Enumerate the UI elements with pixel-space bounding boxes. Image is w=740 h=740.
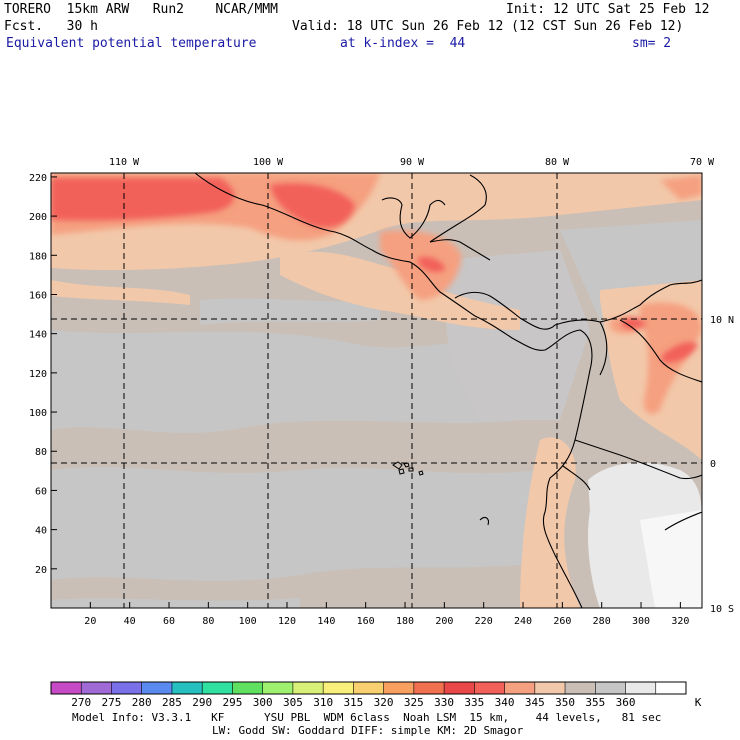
coastlines [194,173,702,608]
y-axis: 220 200 180 160 140 120 100 80 60 40 20 [29,173,57,576]
x-tick-label: 280 [593,616,611,627]
longitude-labels: 110 W 100 W 90 W 80 W 70 W [109,157,715,168]
colorbar-swatch [565,682,596,694]
colorbar-swatch [625,682,657,694]
x-tick-label: 140 [317,616,335,627]
field-name: Equivalent potential temperature [6,36,257,51]
y-tick-label: 40 [35,526,47,537]
longitude-label: 70 W [690,157,715,168]
colorbar-swatch [534,682,566,694]
level-info: at k-index = 44 [340,36,466,51]
colorbar-label: 305 [283,696,303,709]
forecast-hour: Fcst. 30 h [4,19,98,34]
colorbar-label: 330 [434,696,454,709]
colorbar-swatch [655,682,687,694]
colorbar-label: 355 [585,696,605,709]
colorbar-label: 345 [525,696,545,709]
colorbar-swatch [413,682,445,694]
latitude-label: 10 N [710,315,734,326]
x-tick-label: 60 [163,616,175,627]
x-tick-label: 120 [278,616,296,627]
y-tick-label: 220 [29,173,47,184]
y-tick-label: 160 [29,290,47,301]
x-tick-label: 260 [553,616,571,627]
x-tick-label: 40 [124,616,136,627]
colorbar-label: 315 [343,696,363,709]
colorbar-swatch [474,682,506,694]
x-axis: 20 40 60 80 100 120 140 160 180 200 220 240 260 280 30… [84,602,689,627]
y-tick-label: 180 [29,251,47,262]
longitude-label: 90 W [400,157,425,168]
x-tick-label: 100 [239,616,257,627]
x-tick-label: 180 [396,616,414,627]
graticule [51,173,702,608]
colorbar-swatch [504,682,536,694]
colorbar-swatch [323,682,354,694]
colorbar-label: 275 [102,696,122,709]
y-tick-label: 80 [35,447,47,458]
colorbar-label: 325 [404,696,424,709]
y-tick-label: 60 [35,486,47,497]
smoothing-info: sm= 2 [632,36,672,51]
x-tick-label: 20 [84,616,96,627]
colorbar-swatch [232,682,264,694]
colorbar-label: 350 [555,696,575,709]
colorbar-label: 310 [313,696,333,709]
physics-info: LW: Godd SW: Goddard DIFF: simple KM: 2D… [212,724,524,737]
colorbar-frame [50,681,687,695]
colorbar-label: 290 [192,696,212,709]
colorbar-label: 300 [253,696,273,709]
field-shading [51,173,702,608]
colorbar-swatch [141,682,173,694]
y-tick-label: 120 [29,369,47,380]
y-tick-label: 20 [35,565,47,576]
colorbar-label: 270 [71,696,91,709]
latitude-labels: 10 N 0 10 S [710,315,734,615]
longitude-label: 110 W [109,157,140,168]
x-tick-label: 300 [632,616,650,627]
latitude-label: 10 S [710,604,734,615]
colorbar-label: 280 [132,696,152,709]
colorbar-swatch [353,682,385,694]
colorbar-swatch [111,682,143,694]
colorbar-unit: K [695,696,702,709]
colorbar-swatch [202,682,233,694]
colorbar-swatch [262,682,294,694]
colorbar-swatch [51,682,82,694]
colorbar-label: 320 [374,696,394,709]
init-time: Init: 12 UTC Sat 25 Feb 12 [506,2,710,17]
plot-frame [50,172,703,609]
latitude-label: 0 [710,459,716,470]
y-tick-label: 100 [29,408,47,419]
colorbar-label: 335 [464,696,484,709]
colorbar-swatch [595,682,627,694]
x-tick-label: 240 [514,616,532,627]
colorbar: 270 275 280 285 290 295 300 305 310 315 320 325 330 3… [50,681,702,709]
longitude-label: 100 W [253,157,284,168]
x-tick-label: 160 [357,616,375,627]
y-tick-label: 200 [29,212,47,223]
hot-regions [51,178,698,363]
x-tick-label: 320 [671,616,689,627]
x-tick-label: 200 [435,616,453,627]
colorbar-label: 340 [495,696,515,709]
colorbar-label: 360 [616,696,636,709]
colorbar-label: 295 [222,696,242,709]
model-info: Model Info: V3.3.1 KF YSU PBL WDM 6class… [72,711,662,724]
model-title: TORERO 15km ARW Run2 NCAR/MMM [4,2,278,17]
colorbar-swatch [444,682,475,694]
x-tick-label: 80 [202,616,214,627]
colorbar-swatch [292,682,324,694]
colorbar-swatch [171,682,203,694]
colorbar-swatch [81,682,112,694]
longitude-label: 80 W [545,157,570,168]
valid-time: Valid: 18 UTC Sun 26 Feb 12 (12 CST Sun … [292,19,684,34]
x-tick-label: 220 [475,616,493,627]
colorbar-label: 285 [162,696,182,709]
colorbar-swatch [383,682,415,694]
y-tick-label: 140 [29,330,47,341]
